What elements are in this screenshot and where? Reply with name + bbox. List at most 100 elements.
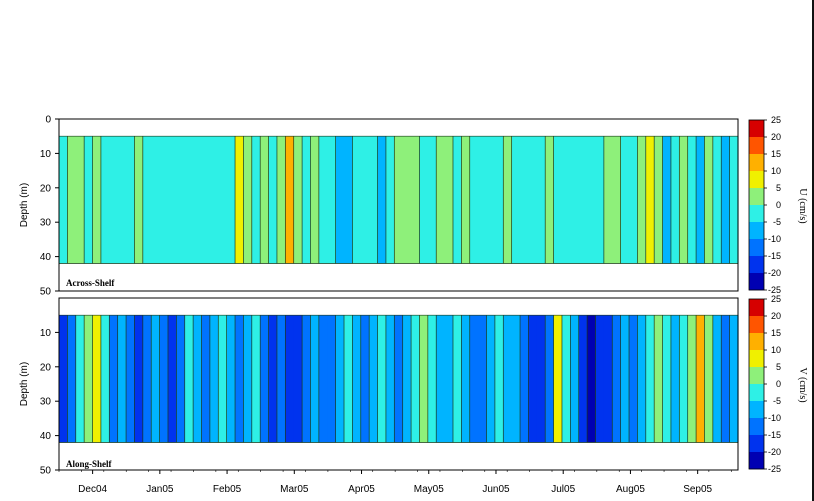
along-shelf-heatmap-column	[226, 315, 236, 443]
along-shelf-colorbar-swatch	[749, 299, 764, 317]
across-shelf-y-tick-label: 30	[40, 218, 52, 229]
along-shelf-heatmap-column	[402, 315, 412, 443]
along-shelf-heatmap-column	[411, 315, 421, 443]
along-shelf-colorbar-tick-label: 25	[771, 294, 781, 304]
along-shelf-heatmap-column	[327, 315, 337, 443]
across-shelf-heatmap-column	[654, 136, 664, 264]
along-shelf-heatmap-column	[427, 315, 437, 443]
across-shelf-heatmap-column	[385, 136, 395, 264]
across-shelf-heatmap-column	[620, 136, 630, 264]
along-shelf-heatmap-column	[134, 315, 144, 443]
along-shelf-heatmap-column	[587, 315, 597, 443]
along-shelf-colorbar-swatch	[749, 384, 764, 402]
along-shelf-frame	[58, 297, 739, 471]
across-shelf-heatmap-column	[67, 136, 77, 264]
along-shelf-y-tick-label: 20	[40, 362, 52, 373]
across-shelf-heatmap-column	[218, 136, 228, 264]
across-shelf-heatmap-column	[461, 136, 471, 264]
along-shelf-heatmap-column	[302, 315, 312, 443]
across-shelf-colorbar-tick-label: 25	[771, 115, 781, 125]
across-shelf-colorbar-swatch	[749, 171, 764, 189]
along-shelf-heatmap-column	[620, 315, 630, 443]
across-shelf-heatmap-column	[704, 136, 714, 264]
across-shelf-heatmap-column	[335, 136, 345, 264]
across-shelf-heatmap-column	[578, 136, 588, 264]
across-shelf-heatmap-column	[670, 136, 680, 264]
along-shelf-heatmap-column	[461, 315, 471, 443]
along-shelf-y-axis: 10 20 30 40 50	[40, 328, 59, 477]
x-tick-label: Jul05	[551, 484, 575, 495]
across-shelf-heatmap-column	[327, 136, 337, 264]
along-shelf-heatmap-column	[193, 315, 203, 443]
across-shelf-heatmap-column	[134, 136, 144, 264]
across-shelf-colorbar-swatch	[749, 239, 764, 257]
along-shelf-heatmap-column	[528, 315, 538, 443]
across-shelf-heatmap-column	[344, 136, 353, 264]
along-shelf-heatmap-column	[293, 315, 303, 443]
along-shelf-heatmap-column	[654, 315, 664, 443]
across-shelf-heatmap-column	[561, 136, 571, 264]
across-shelf-colorbar-tick-label: -25	[768, 285, 781, 295]
across-shelf-heatmap-column	[352, 136, 362, 264]
along-shelf-heatmap-column	[595, 315, 605, 443]
along-shelf-colorbar-tick-label: -5	[773, 396, 781, 406]
along-shelf-heatmap-column	[243, 315, 253, 443]
along-shelf-heatmap-column	[553, 315, 563, 443]
across-shelf-colorbar-swatch	[749, 188, 764, 206]
along-shelf-heatmap-column	[235, 315, 245, 443]
across-shelf-y-tick-label: 20	[40, 183, 52, 194]
along-shelf-heatmap-column	[570, 315, 580, 443]
across-shelf-y-axis: 0 10 20 30 40 50	[40, 115, 59, 298]
across-shelf-heatmap-column	[302, 136, 312, 264]
across-shelf-colorbar-tick-label: 15	[771, 149, 781, 159]
x-axis-months: Dec04 Jan05 Feb05 Mar05 Apr05 May05 Jun05 Jul05…	[58, 470, 732, 495]
along-shelf-y-tick-label: 10	[40, 328, 52, 339]
along-shelf-heatmap-column	[444, 315, 454, 443]
along-shelf-heatmap-column	[167, 315, 177, 443]
along-shelf-heatmap-column	[629, 315, 638, 443]
across-shelf-frame	[58, 118, 739, 292]
along-shelf-heatmap-column	[142, 315, 152, 443]
across-shelf-colorbar-tick-label: -20	[768, 268, 781, 278]
along-shelf-heatmap-column	[503, 315, 513, 443]
along-shelf-heatmap-column	[75, 315, 85, 443]
along-shelf-heatmap-column	[117, 315, 127, 443]
across-shelf-colorbar-tick-label: -10	[768, 234, 781, 244]
across-shelf-heatmap-column	[427, 136, 437, 264]
across-shelf-heatmap-column	[696, 136, 706, 264]
along-shelf-colorbar-swatch	[749, 350, 764, 368]
across-shelf-colorbar-tick-label: 0	[776, 200, 781, 210]
across-shelf-colorbar-tick-label: -5	[773, 217, 781, 227]
across-shelf-heatmap-column	[536, 136, 546, 264]
across-shelf-heatmap-column	[251, 136, 261, 264]
x-tick-label: Mar05	[280, 484, 309, 495]
along-shelf-heatmap-column	[67, 315, 77, 443]
across-shelf-heatmap-column	[176, 136, 186, 264]
across-shelf-heatmap-column	[436, 136, 446, 264]
along-shelf-heatmap-column	[469, 315, 479, 443]
along-shelf-y-tick-label: 30	[40, 397, 52, 408]
along-shelf-colorbar-swatch	[749, 367, 764, 385]
along-shelf-heatmap-column	[494, 315, 504, 443]
along-shelf-heatmap-column	[268, 315, 278, 443]
along-shelf-heatmap-column	[276, 315, 286, 443]
across-shelf-colorbar-swatch	[749, 205, 764, 223]
along-shelf-colorbar-swatch	[749, 435, 764, 453]
across-shelf-heatmap-column	[478, 136, 488, 264]
along-shelf-heatmap-column	[561, 315, 571, 443]
along-shelf-heatmap-column	[478, 315, 488, 443]
along-shelf-colorbar: 25 20 15 10 5 0 -5 -10 -15 -20 -25	[748, 294, 781, 474]
along-shelf-colorbar-swatch	[749, 316, 764, 334]
along-shelf-colorbar-tick-label: 5	[776, 362, 781, 372]
along-shelf-heatmap-column	[84, 315, 94, 443]
along-shelf-colorbar-tick-label: -15	[768, 430, 781, 440]
across-shelf-heatmap-column	[285, 136, 295, 264]
across-shelf-heatmap	[59, 135, 739, 264]
across-shelf-heatmap-column	[369, 136, 379, 264]
across-shelf-heatmap-column	[494, 136, 504, 264]
along-shelf-heatmap	[59, 314, 739, 443]
along-shelf-heatmap-column	[369, 315, 379, 443]
across-shelf-heatmap-column	[75, 136, 85, 264]
across-shelf-colorbar-swatch	[749, 154, 764, 172]
